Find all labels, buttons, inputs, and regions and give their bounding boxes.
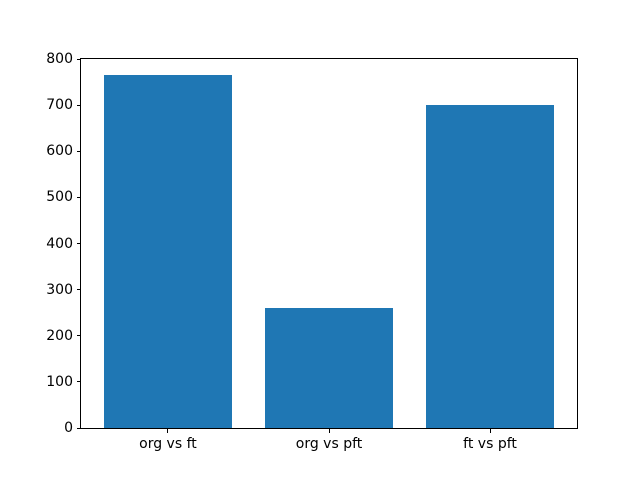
y-axis-tick-mark [77,243,81,244]
y-axis-tick-mark [77,58,81,60]
y-axis-tick-mark [77,381,81,383]
y-axis-tick-mark [77,104,81,106]
y-axis-tick-label: 0 [64,420,73,436]
y-axis-tick-mark [77,427,81,429]
x-axis-tick-mark [489,429,491,433]
x-axis-tick-label: org vs pft [295,436,363,452]
y-axis-tick-label: 600 [46,143,73,160]
y-axis-tick-label: 300 [46,281,73,298]
y-axis-tick-mark [77,289,81,291]
bar-org-vs-pft [264,308,394,428]
x-axis-tick-mark [167,429,169,433]
y-axis-tick-mark [77,150,81,152]
y-axis-tick-label: 800 [46,51,73,67]
bar-ft-vs-pft [425,105,555,428]
y-axis-tick-mark [77,196,81,198]
y-axis-tick-label: 200 [46,327,73,344]
y-axis-tick-label: 500 [46,189,73,206]
x-axis-tick-mark [328,429,330,433]
y-axis-tick-label: 700 [46,97,73,114]
bar-org-vs-ft [103,75,233,428]
x-axis-tick-label: org vs ft [139,436,197,452]
plot-area: 0 100 200 300 400 500 600 700 800 org vs ft org vs… [46,52,578,452]
y-axis-tick-label: 100 [46,373,73,390]
y-axis-tick-label: 400 [46,235,73,252]
y-axis-tick-mark [77,335,81,337]
x-axis-tick-label: ft vs pft [463,436,517,452]
